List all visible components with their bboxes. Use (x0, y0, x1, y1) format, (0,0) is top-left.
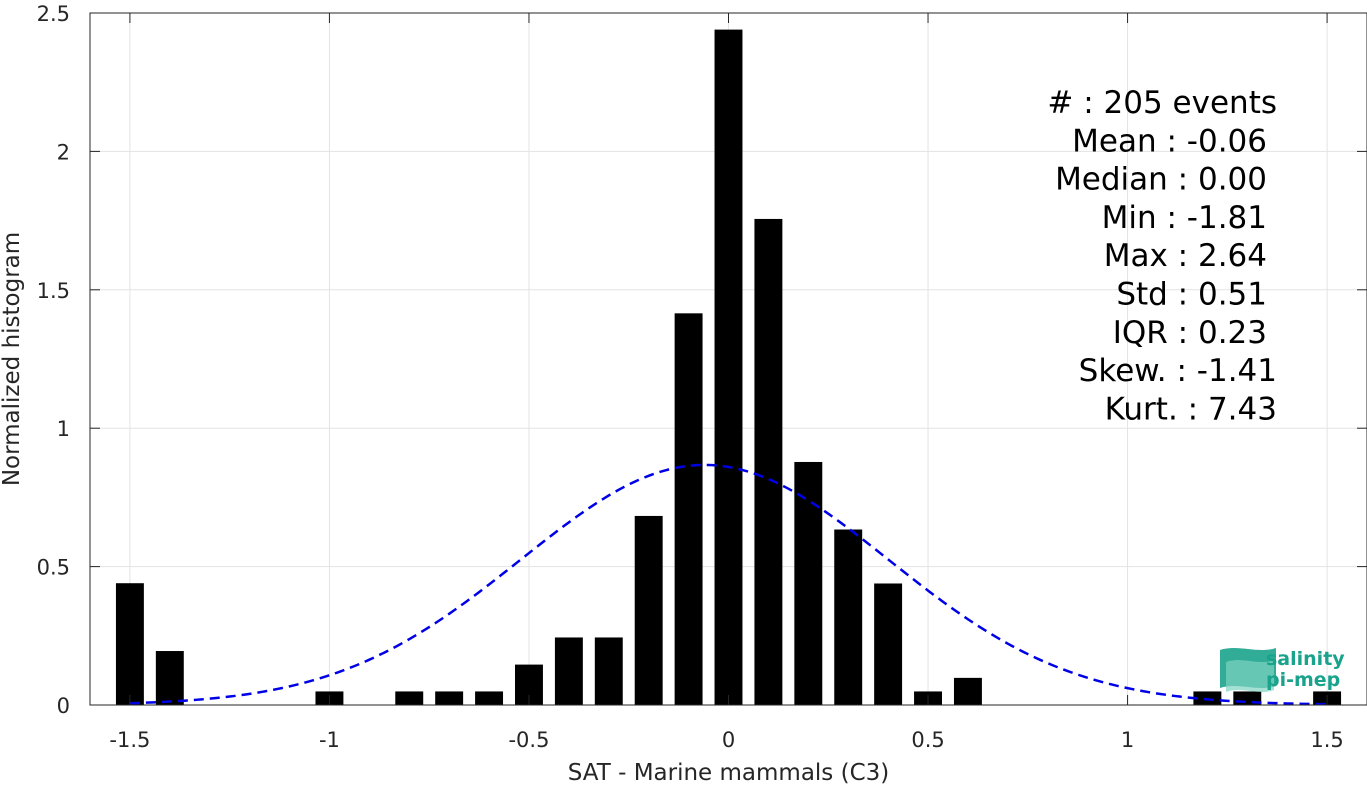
x-tick-label-6: 1.5 (1310, 728, 1343, 752)
histogram-bar-11 (714, 29, 743, 706)
histogram-bar-17 (953, 677, 982, 705)
histogram-bar-4 (435, 691, 464, 705)
histogram-bar-8 (594, 637, 623, 705)
histogram-bar-9 (634, 515, 663, 705)
y-axis-label: Normalized histogram (0, 232, 25, 486)
x-axis-label: SAT - Marine mammals (C3) (568, 760, 890, 785)
stat-line-1: Mean : -0.06 (1072, 123, 1267, 159)
stat-line-7: Skew. : -1.41 (1079, 353, 1277, 389)
y-tick-label-4: 2 (57, 140, 70, 164)
histogram-bar-0 (115, 583, 144, 705)
histogram-bar-14 (834, 529, 863, 705)
histogram-bar-10 (674, 313, 703, 705)
histogram-bar-3 (395, 691, 424, 705)
y-tick-label-1: 0.5 (37, 556, 70, 580)
stat-line-0: # : 205 events (1047, 85, 1277, 121)
y-tick-label-2: 1 (57, 417, 70, 441)
logo-line1: salinity (1266, 648, 1345, 670)
y-tick-label-5: 2.5 (37, 2, 70, 26)
y-tick-label-3: 1.5 (37, 279, 70, 303)
x-tick-label-1: -1 (319, 728, 340, 752)
histogram-bar-7 (554, 637, 583, 705)
histogram-bar-12 (754, 218, 783, 705)
x-tick-label-0: -1.5 (109, 728, 150, 752)
gaussian-fit-curve (129, 463, 1328, 706)
histogram-bar-15 (874, 583, 903, 705)
logo-line2: pi-mep (1266, 669, 1340, 691)
histogram-bar-13 (794, 461, 823, 705)
logo-wave-icon-2 (1226, 660, 1274, 692)
stat-line-3: Min : -1.81 (1102, 200, 1267, 236)
salinity-pi-mep-logo: salinity pi-mep (1220, 648, 1345, 692)
x-tick-label-2: -0.5 (508, 728, 549, 752)
x-tick-label-5: 1 (1121, 728, 1134, 752)
x-tick-label-3: 0 (722, 728, 735, 752)
x-tick-label-4: 0.5 (911, 728, 944, 752)
stat-line-2: Median : 0.00 (1055, 162, 1267, 198)
stat-line-5: Std : 0.51 (1116, 277, 1267, 313)
stat-line-8: Kurt. : 7.43 (1105, 391, 1277, 427)
histogram-bar-5 (475, 691, 504, 705)
stat-line-6: IQR : 0.23 (1113, 315, 1267, 351)
y-tick-label-0: 0 (57, 694, 70, 718)
histogram-bar-1 (155, 651, 184, 705)
axis-ticks: -1.5 -1 -0.5 0 0.5 1 1.5 0 0.5 1 1.5 2 2.5 (37, 2, 1367, 752)
histogram-bars (115, 29, 1342, 706)
stat-line-4: Max : 2.64 (1104, 238, 1267, 274)
